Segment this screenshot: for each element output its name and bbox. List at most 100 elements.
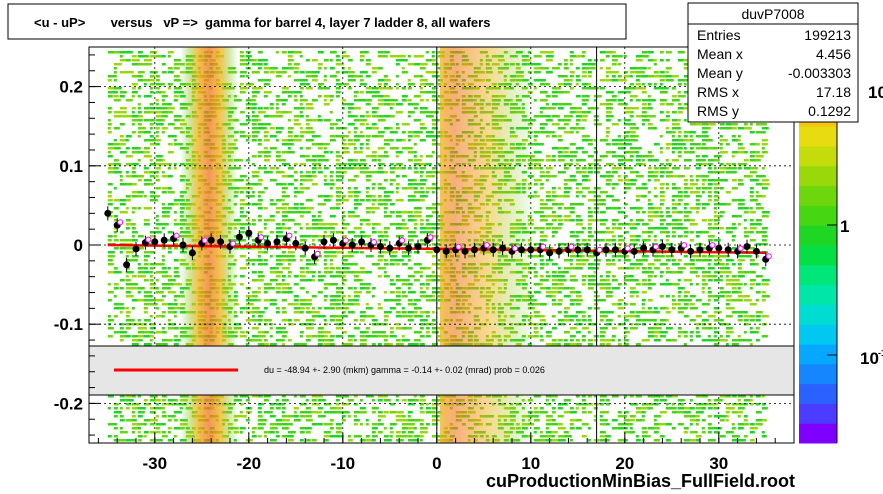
colorbar-segment	[799, 403, 837, 424]
profile-point	[132, 245, 140, 253]
stats-value: 4.456	[816, 46, 851, 62]
y-tick-label: -0.2	[54, 394, 83, 413]
colorbar-segment	[799, 225, 837, 246]
profile-point	[715, 244, 723, 252]
profile-point-open	[512, 245, 518, 252]
stats-value: 17.18	[816, 84, 851, 100]
profile-point	[527, 246, 535, 254]
profile-point-open	[371, 239, 377, 245]
colorbar-label-top: 10	[868, 83, 883, 102]
profile-point	[517, 246, 525, 254]
profile-point	[264, 239, 272, 247]
profile-point-open	[709, 242, 716, 249]
colorbar-label-1: 1	[840, 217, 849, 236]
fit-legend-text: du = -48.94 +- 2.90 (mkm) gamma = -0.14 …	[264, 365, 545, 375]
profile-point	[207, 236, 215, 244]
x-tick-label: 0	[432, 454, 441, 473]
profile-point	[433, 246, 441, 254]
colorbar-label-low: 10	[860, 349, 879, 368]
profile-point	[160, 236, 168, 244]
profile-point	[292, 239, 300, 247]
stats-label: Entries	[697, 27, 741, 43]
colorbar-label-exponent: -1	[878, 348, 883, 358]
profile-point	[470, 246, 478, 254]
profile-point-open	[230, 240, 236, 247]
profile-point	[611, 246, 619, 254]
colorbar-segment	[799, 324, 837, 345]
profile-point	[301, 244, 309, 252]
profile-point-open	[427, 234, 434, 241]
stats-label: Mean y	[697, 65, 743, 81]
y-tick-label: 0.1	[59, 157, 83, 176]
x-tick-label: -20	[237, 454, 262, 473]
colorbar-segment	[799, 205, 837, 226]
stats-value: 0.1292	[808, 103, 851, 119]
colorbar-segment	[799, 423, 837, 444]
y-tick-label: -0.1	[54, 315, 83, 334]
profile-point	[640, 244, 648, 252]
profile-point	[235, 233, 243, 241]
stats-label: Mean x	[697, 46, 743, 62]
profile-point-open	[201, 237, 208, 244]
colorbar-segment	[799, 245, 837, 266]
profile-point-open	[624, 245, 631, 252]
profile-point	[668, 246, 676, 254]
profile-point	[348, 241, 356, 249]
profile-point	[602, 246, 610, 254]
profile-point	[273, 238, 281, 246]
profile-point	[123, 261, 131, 269]
profile-point	[245, 229, 253, 237]
profile-point	[574, 246, 582, 254]
colorbar-segment	[799, 363, 837, 385]
y-tick-label: 0	[74, 236, 83, 255]
colorbar-segment	[799, 304, 837, 325]
profile-point-open	[117, 219, 124, 226]
profile-point-open	[342, 237, 349, 244]
profile-point	[179, 241, 187, 249]
profile-point-open	[596, 246, 603, 253]
profile-points	[104, 206, 772, 272]
footer-filename: cuProductionMinBias_FullField.root	[486, 471, 795, 491]
profile-point-open	[258, 234, 265, 241]
profile-point	[743, 243, 751, 251]
profile-point	[752, 247, 760, 255]
profile-point-open	[765, 253, 772, 260]
profile-point	[583, 246, 591, 254]
x-tick-label: -30	[143, 454, 168, 473]
profile-point	[217, 238, 225, 246]
profile-point	[329, 236, 337, 244]
stats-label: RMS x	[697, 84, 739, 100]
profile-point	[696, 246, 704, 254]
profile-point	[489, 246, 497, 254]
title-box	[7, 3, 627, 40]
stats-rows: Entries 199213 Mean x 4.456 Mean y -0.003303 R…	[697, 27, 851, 119]
profile-point	[405, 244, 413, 252]
y-tick-label: 0.2	[59, 78, 83, 97]
profile-point	[658, 243, 666, 251]
x-tick-label: -10	[331, 454, 356, 473]
profile-point	[386, 244, 394, 252]
axes: -30 -20 -10 0 10 20 30 -0.2 -0.1 0 0.1 0.2	[54, 54, 776, 473]
profile-point-open	[568, 243, 575, 250]
colorbar-segment	[799, 344, 837, 365]
colorbar-segment	[799, 264, 837, 286]
profile-point-open	[483, 242, 490, 249]
profile-point-open	[455, 243, 462, 250]
colorbar-segment	[799, 146, 837, 167]
profile-point-open	[145, 236, 152, 243]
profile-point	[320, 238, 328, 246]
x-tick-label: 10	[521, 454, 540, 473]
profile-point	[546, 249, 554, 257]
profile-point-open	[540, 243, 547, 250]
profile-point-open	[173, 232, 180, 239]
profile-point	[630, 247, 638, 255]
profile-point-open	[399, 237, 406, 244]
profile-point	[461, 247, 469, 255]
x-tick-label: 20	[615, 454, 634, 473]
stats-value: -0.003303	[788, 65, 851, 81]
stats-box	[687, 2, 859, 123]
profile-point-open	[653, 243, 659, 250]
profile-point-open	[737, 245, 744, 252]
x-tick-label: 30	[709, 454, 728, 473]
stats-name: duvP7008	[741, 6, 804, 22]
